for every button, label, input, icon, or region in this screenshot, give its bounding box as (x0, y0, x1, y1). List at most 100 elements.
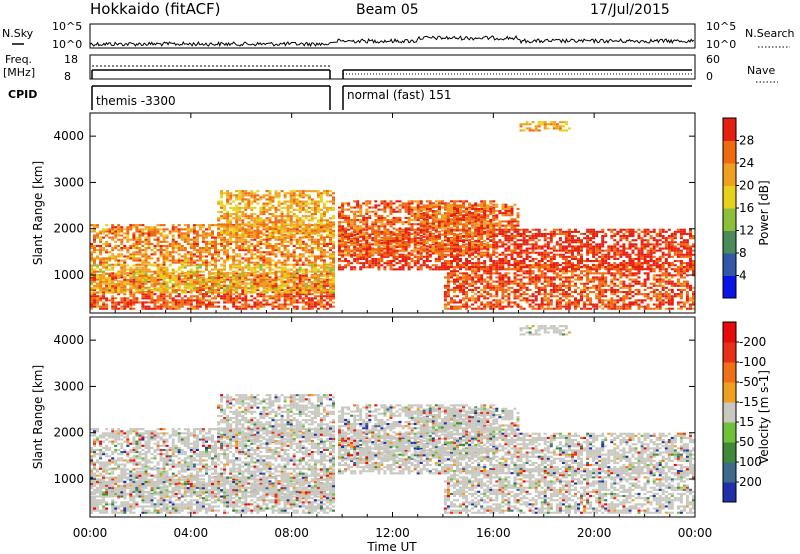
power-cell (192, 259, 196, 262)
power-cell (380, 264, 384, 267)
power-cell (217, 285, 221, 288)
power-cell (456, 237, 459, 240)
power-cell (108, 236, 112, 239)
power-cell (307, 251, 311, 254)
power-cell (362, 214, 366, 217)
power-cell (232, 266, 236, 269)
power-cell (274, 249, 278, 252)
power-cell (108, 228, 112, 231)
power-cell (341, 237, 345, 240)
power-cell (126, 272, 130, 275)
power-cell (304, 293, 308, 296)
power-cell (359, 244, 363, 247)
power-cell (138, 238, 142, 241)
power-cell (117, 281, 121, 284)
power-cell (144, 247, 148, 250)
power-cell (456, 207, 459, 210)
power-cell (123, 236, 127, 239)
nsky-tick-top: 10^5 (52, 20, 82, 33)
power-cell (428, 254, 432, 257)
power-cell (407, 210, 411, 213)
power-cell (383, 219, 387, 222)
power-cell (453, 224, 456, 227)
power-cell (443, 260, 447, 263)
power-cell (220, 274, 224, 277)
power-cell (313, 259, 317, 262)
power-cell (286, 255, 290, 258)
power-cell (446, 278, 450, 281)
power-cell (353, 223, 357, 226)
power-cell (132, 295, 136, 298)
power-cell (368, 237, 372, 240)
power-cell (229, 301, 233, 304)
power-cell (120, 301, 124, 304)
power-cell (459, 260, 462, 263)
power-cell (177, 281, 181, 284)
power-cell (201, 278, 205, 281)
power-cell (229, 230, 233, 233)
power-cell (132, 257, 136, 260)
power-cell (319, 196, 323, 199)
power-cell (446, 263, 450, 266)
power-cell (446, 233, 450, 236)
power-cell (268, 268, 272, 271)
power-cell (410, 241, 414, 244)
power-cell (407, 228, 411, 231)
power-cell (274, 196, 278, 199)
power-cell (471, 299, 475, 302)
power-cell (428, 260, 432, 263)
power-cell (244, 213, 248, 216)
power-cell (407, 254, 411, 257)
power-cell (431, 212, 435, 215)
power-cell (277, 219, 281, 222)
power-cell (93, 287, 96, 290)
power-cell (462, 200, 466, 203)
power-cell (392, 208, 396, 211)
power-cell (459, 282, 462, 285)
power-cell (153, 289, 157, 292)
power-cell (298, 270, 302, 273)
power-cell (332, 221, 335, 224)
power-cell (289, 196, 293, 199)
power-cell (386, 251, 390, 254)
power-cell (298, 223, 302, 226)
power-cell (319, 217, 323, 220)
power-cell (371, 260, 375, 263)
power-cell (250, 196, 254, 199)
power-cell (217, 210, 221, 213)
power-cell (277, 295, 281, 298)
power-cell (93, 293, 96, 296)
power-cell (135, 301, 139, 304)
power-cell (325, 303, 329, 306)
power-cell (144, 276, 148, 279)
power-cell (277, 285, 281, 288)
power-cell (189, 303, 193, 306)
power-cell (241, 235, 245, 238)
power-cell (201, 299, 205, 302)
power-cell (292, 194, 296, 197)
power-cell (434, 224, 438, 227)
power-cell (138, 242, 142, 245)
power-cell (244, 297, 248, 300)
power-cell (304, 263, 308, 266)
power-cell (217, 249, 221, 252)
power-cell (474, 239, 478, 242)
power-cell (105, 280, 109, 283)
power-cell (265, 234, 269, 237)
power-cell (138, 284, 142, 287)
power-cell (229, 213, 233, 216)
power-cell (434, 212, 438, 215)
power-cell (313, 270, 317, 273)
power-cell (277, 208, 281, 211)
power-cell (380, 252, 384, 255)
station-title: Hokkaido (fitACF) (90, 0, 221, 18)
power-cell (359, 249, 363, 252)
power-cell (292, 264, 296, 267)
power-cell (235, 253, 239, 256)
power-cell (322, 244, 326, 247)
power-cell (310, 301, 314, 304)
power-cell (295, 208, 299, 211)
power-cell (422, 241, 426, 244)
power-cell (262, 232, 266, 235)
power-cell (471, 266, 475, 269)
